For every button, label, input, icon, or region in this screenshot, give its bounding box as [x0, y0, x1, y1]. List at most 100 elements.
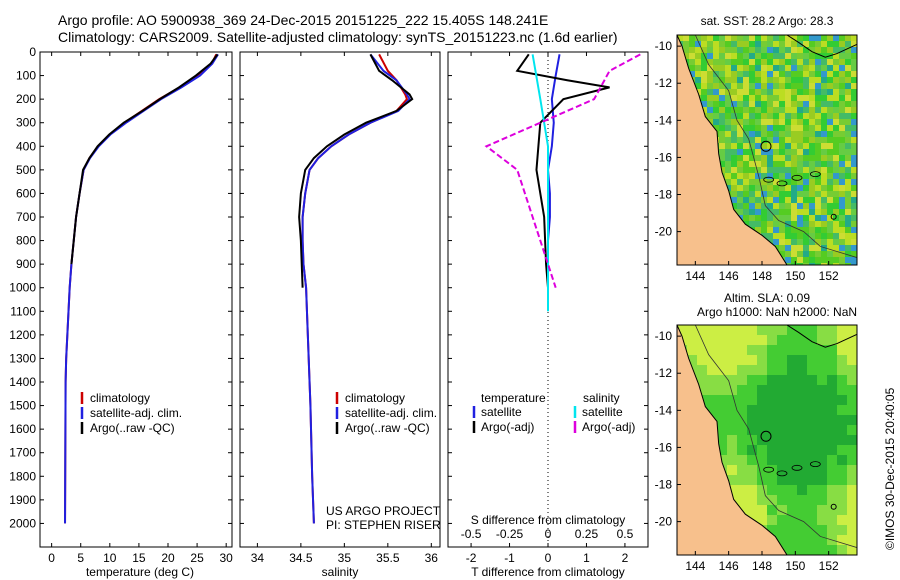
map-cell — [737, 179, 743, 185]
x-axes: 0 5 10 15 20 25 30 34 34.5 35 35.5 36 -2 -1 0 1 2 -0.5 -0.… — [48, 52, 634, 565]
map-cell — [815, 233, 821, 239]
map-cell — [791, 161, 797, 167]
map-cell — [851, 197, 857, 203]
sst-map-frame — [676, 34, 858, 266]
map-cell — [833, 113, 839, 119]
map-cell — [837, 545, 847, 555]
map-cell — [791, 155, 797, 161]
map-cell — [785, 179, 791, 185]
map-cell — [817, 525, 827, 535]
map-cell — [797, 35, 803, 41]
map-cell — [809, 125, 815, 131]
salinity-legend: climatology satellite-adj. clim. Argo(..… — [326, 391, 441, 532]
map-cell — [847, 365, 857, 375]
map-cell — [851, 95, 857, 101]
map-cell — [761, 41, 767, 47]
salinity-panel — [239, 51, 441, 548]
map-cell — [791, 179, 797, 185]
depth-tick-label: 1300 — [9, 351, 36, 365]
map-cell — [737, 161, 743, 167]
map-cell — [821, 125, 827, 131]
map-cell — [731, 47, 737, 53]
map-cell — [821, 107, 827, 113]
map-cell — [797, 395, 807, 405]
map-cell — [767, 203, 773, 209]
map-cell — [839, 191, 845, 197]
map-cell — [761, 83, 767, 89]
map-cell — [749, 185, 755, 191]
map-cell — [719, 59, 725, 65]
map-cell — [821, 155, 827, 161]
map-cell — [827, 325, 837, 335]
map-cell — [725, 167, 731, 173]
map-cell — [767, 47, 773, 53]
map-cell — [749, 179, 755, 185]
map-cell — [821, 215, 827, 221]
map-cell — [827, 191, 833, 197]
map-cell — [725, 143, 731, 149]
map-cell — [727, 405, 737, 415]
map-cell — [797, 53, 803, 59]
map-cell — [719, 101, 725, 107]
map-cell — [743, 191, 749, 197]
map-cell — [687, 355, 697, 365]
legend-title-salinity: salinity — [583, 391, 620, 405]
map-cell — [761, 161, 767, 167]
map-cell — [737, 65, 743, 71]
map-cell — [767, 71, 773, 77]
map-cell — [821, 179, 827, 185]
map-cell — [839, 251, 845, 257]
map-cell — [851, 257, 857, 263]
depth-tick-label: 1400 — [9, 375, 36, 389]
map-cell — [755, 173, 761, 179]
map-cell — [719, 71, 725, 77]
map-cell — [803, 251, 809, 257]
map-cell — [851, 215, 857, 221]
map-cell — [827, 221, 833, 227]
map-cell — [779, 71, 785, 77]
map-cell — [851, 107, 857, 113]
map-cell — [743, 101, 749, 107]
map-cell — [755, 95, 761, 101]
map-cell — [747, 505, 757, 515]
map-cell — [777, 515, 787, 525]
map-cell — [803, 227, 809, 233]
lon-tick-label: 148 — [752, 559, 772, 573]
map-cell — [761, 185, 767, 191]
map-cell — [797, 203, 803, 209]
depth-tick-label: 700 — [16, 210, 36, 224]
map-cell — [803, 119, 809, 125]
map-cell — [817, 415, 827, 425]
map-cell — [809, 71, 815, 77]
map-cell — [845, 95, 851, 101]
map-cell — [809, 227, 815, 233]
map-cell — [767, 425, 777, 435]
map-cell — [827, 405, 837, 415]
imos-stamp: ©IMOS 30-Dec-2015 20:40:05 — [883, 387, 897, 550]
map-cell — [809, 77, 815, 83]
map-cell — [847, 445, 857, 455]
map-cell — [837, 385, 847, 395]
map-cell — [743, 53, 749, 59]
map-cell — [839, 41, 845, 47]
map-cell — [743, 35, 749, 41]
map-cell — [797, 465, 807, 475]
map-cell — [797, 137, 803, 143]
map-cell — [791, 77, 797, 83]
map-cell — [833, 65, 839, 71]
land-mass — [677, 35, 788, 265]
map-cell — [737, 167, 743, 173]
map-cell — [797, 47, 803, 53]
map-cell — [779, 227, 785, 233]
map-cell — [779, 173, 785, 179]
legend-title-temperature: temperature — [481, 391, 546, 405]
map-cell — [833, 263, 839, 265]
map-cell — [815, 149, 821, 155]
map-cell — [821, 95, 827, 101]
lat-tick-label: -20 — [655, 515, 673, 529]
map-cell — [697, 355, 707, 365]
map-cell — [743, 65, 749, 71]
map-cell — [755, 125, 761, 131]
map-cell — [839, 119, 845, 125]
map-cell — [747, 445, 757, 455]
